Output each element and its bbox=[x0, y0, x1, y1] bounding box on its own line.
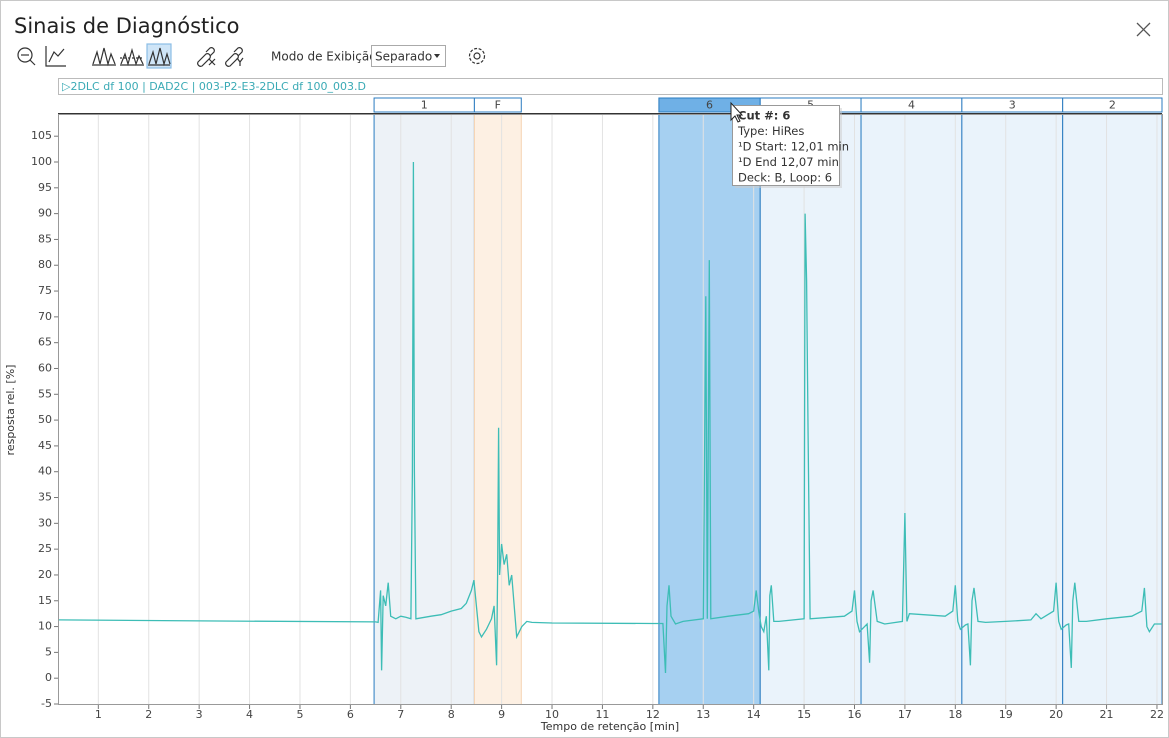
mode-label: Modo de Exibição bbox=[271, 50, 377, 64]
y-tick-label: 90 bbox=[38, 207, 52, 220]
cut-band bbox=[474, 114, 522, 704]
chart-header: ▷2DLC df 100 | DAD2C | 003-P2-E3-2DLC df… bbox=[62, 80, 366, 93]
tooltip-line: Cut #: 6 bbox=[738, 109, 790, 123]
y-tick-label: 30 bbox=[38, 516, 52, 529]
close-button[interactable] bbox=[1136, 22, 1151, 37]
y-tick-label: 20 bbox=[38, 568, 52, 581]
signal-line bbox=[57, 161, 1162, 674]
x-tick-label: 22 bbox=[1150, 708, 1164, 721]
x-tick-label: 3 bbox=[196, 708, 203, 721]
y-tick-label: 35 bbox=[38, 491, 52, 504]
x-tick-label: 10 bbox=[545, 708, 559, 721]
x-tick-label: 11 bbox=[595, 708, 609, 721]
y-tick-label: 5 bbox=[45, 645, 52, 658]
y-tick-label: 55 bbox=[38, 387, 52, 400]
mode-value: Separado bbox=[375, 50, 432, 64]
y-tick-label: 25 bbox=[38, 542, 52, 555]
window-title: Sinais de Diagnóstico bbox=[14, 14, 239, 38]
x-tick-label: 2 bbox=[145, 708, 152, 721]
cut-label: 3 bbox=[1009, 99, 1016, 112]
x-tick-label: 19 bbox=[999, 708, 1013, 721]
cut-label: 2 bbox=[1109, 99, 1116, 112]
x-tick-label: 14 bbox=[747, 708, 761, 721]
y-tick-label: 0 bbox=[45, 671, 52, 684]
y-tick-label: 80 bbox=[38, 258, 52, 271]
x-axis-label: Tempo de retenção [min] bbox=[540, 720, 679, 733]
cut-label: 1 bbox=[421, 99, 428, 112]
cut-band bbox=[760, 114, 862, 704]
plot-frame bbox=[58, 114, 1163, 705]
y-tick-label: 60 bbox=[38, 361, 52, 374]
y-tick-label: 15 bbox=[38, 594, 52, 607]
cut-header bbox=[1062, 97, 1163, 113]
tooltip-line: ¹D Start: 12,01 min bbox=[738, 140, 849, 154]
y-tick-label: 75 bbox=[38, 284, 52, 297]
overlay-button[interactable] bbox=[92, 47, 116, 67]
y-tick-label: 105 bbox=[31, 129, 52, 142]
x-tick-label: 4 bbox=[246, 708, 253, 721]
x-tick-label: 18 bbox=[948, 708, 962, 721]
mode-select[interactable]: Separado bbox=[371, 45, 446, 67]
cut-label: F bbox=[495, 99, 501, 112]
axis-button[interactable] bbox=[45, 46, 66, 67]
tooltip-line: Type: HiRes bbox=[737, 124, 804, 138]
x-tick-label: 16 bbox=[847, 708, 861, 721]
x-tick-label: 15 bbox=[797, 708, 811, 721]
x-tick-label: 20 bbox=[1049, 708, 1063, 721]
cut-label: 6 bbox=[706, 99, 713, 112]
y-tick-label: 100 bbox=[31, 155, 52, 168]
x-tick-label: 5 bbox=[296, 708, 303, 721]
y-tick-label: 85 bbox=[38, 232, 52, 245]
x-tick-label: 6 bbox=[347, 708, 354, 721]
tooltip-box bbox=[732, 105, 840, 186]
mouse-cursor bbox=[730, 101, 744, 123]
x-tick-label: 8 bbox=[448, 708, 455, 721]
x-tick-label: 17 bbox=[898, 708, 912, 721]
separate-button[interactable] bbox=[146, 43, 172, 69]
stack-button[interactable] bbox=[120, 47, 144, 67]
x-tick-label: 13 bbox=[696, 708, 710, 721]
settings-button[interactable] bbox=[468, 47, 486, 65]
y-tick-label: 70 bbox=[38, 310, 52, 323]
x-tick-label: 9 bbox=[498, 708, 505, 721]
cut-band bbox=[961, 114, 1063, 704]
x-tick-label: 7 bbox=[397, 708, 404, 721]
y-axis-label: resposta rel. [%] bbox=[4, 365, 17, 456]
unlink-y-button[interactable] bbox=[225, 47, 244, 67]
x-tick-label: 1 bbox=[95, 708, 102, 721]
y-tick-label: 65 bbox=[38, 336, 52, 349]
tooltip-line: ¹D End 12,07 min bbox=[738, 155, 839, 169]
tooltip-line: Deck: B, Loop: 6 bbox=[738, 171, 832, 185]
cut-header bbox=[473, 97, 522, 113]
y-tick-label: 50 bbox=[38, 413, 52, 426]
cut-label: 4 bbox=[908, 99, 915, 112]
y-tick-label: -5 bbox=[41, 697, 52, 710]
y-tick-label: 40 bbox=[38, 465, 52, 478]
cut-band bbox=[861, 114, 962, 704]
x-tick-label: 12 bbox=[646, 708, 660, 721]
dropdown-arrow bbox=[434, 54, 440, 58]
y-tick-label: 45 bbox=[38, 439, 52, 452]
unlink-x-button[interactable] bbox=[197, 47, 216, 67]
y-tick-label: 95 bbox=[38, 181, 52, 194]
chart-header-box bbox=[58, 78, 1163, 95]
x-tick-label: 21 bbox=[1100, 708, 1114, 721]
cut-band bbox=[374, 114, 475, 704]
y-tick-label: 10 bbox=[38, 620, 52, 633]
zoom-out-button[interactable] bbox=[17, 47, 36, 66]
